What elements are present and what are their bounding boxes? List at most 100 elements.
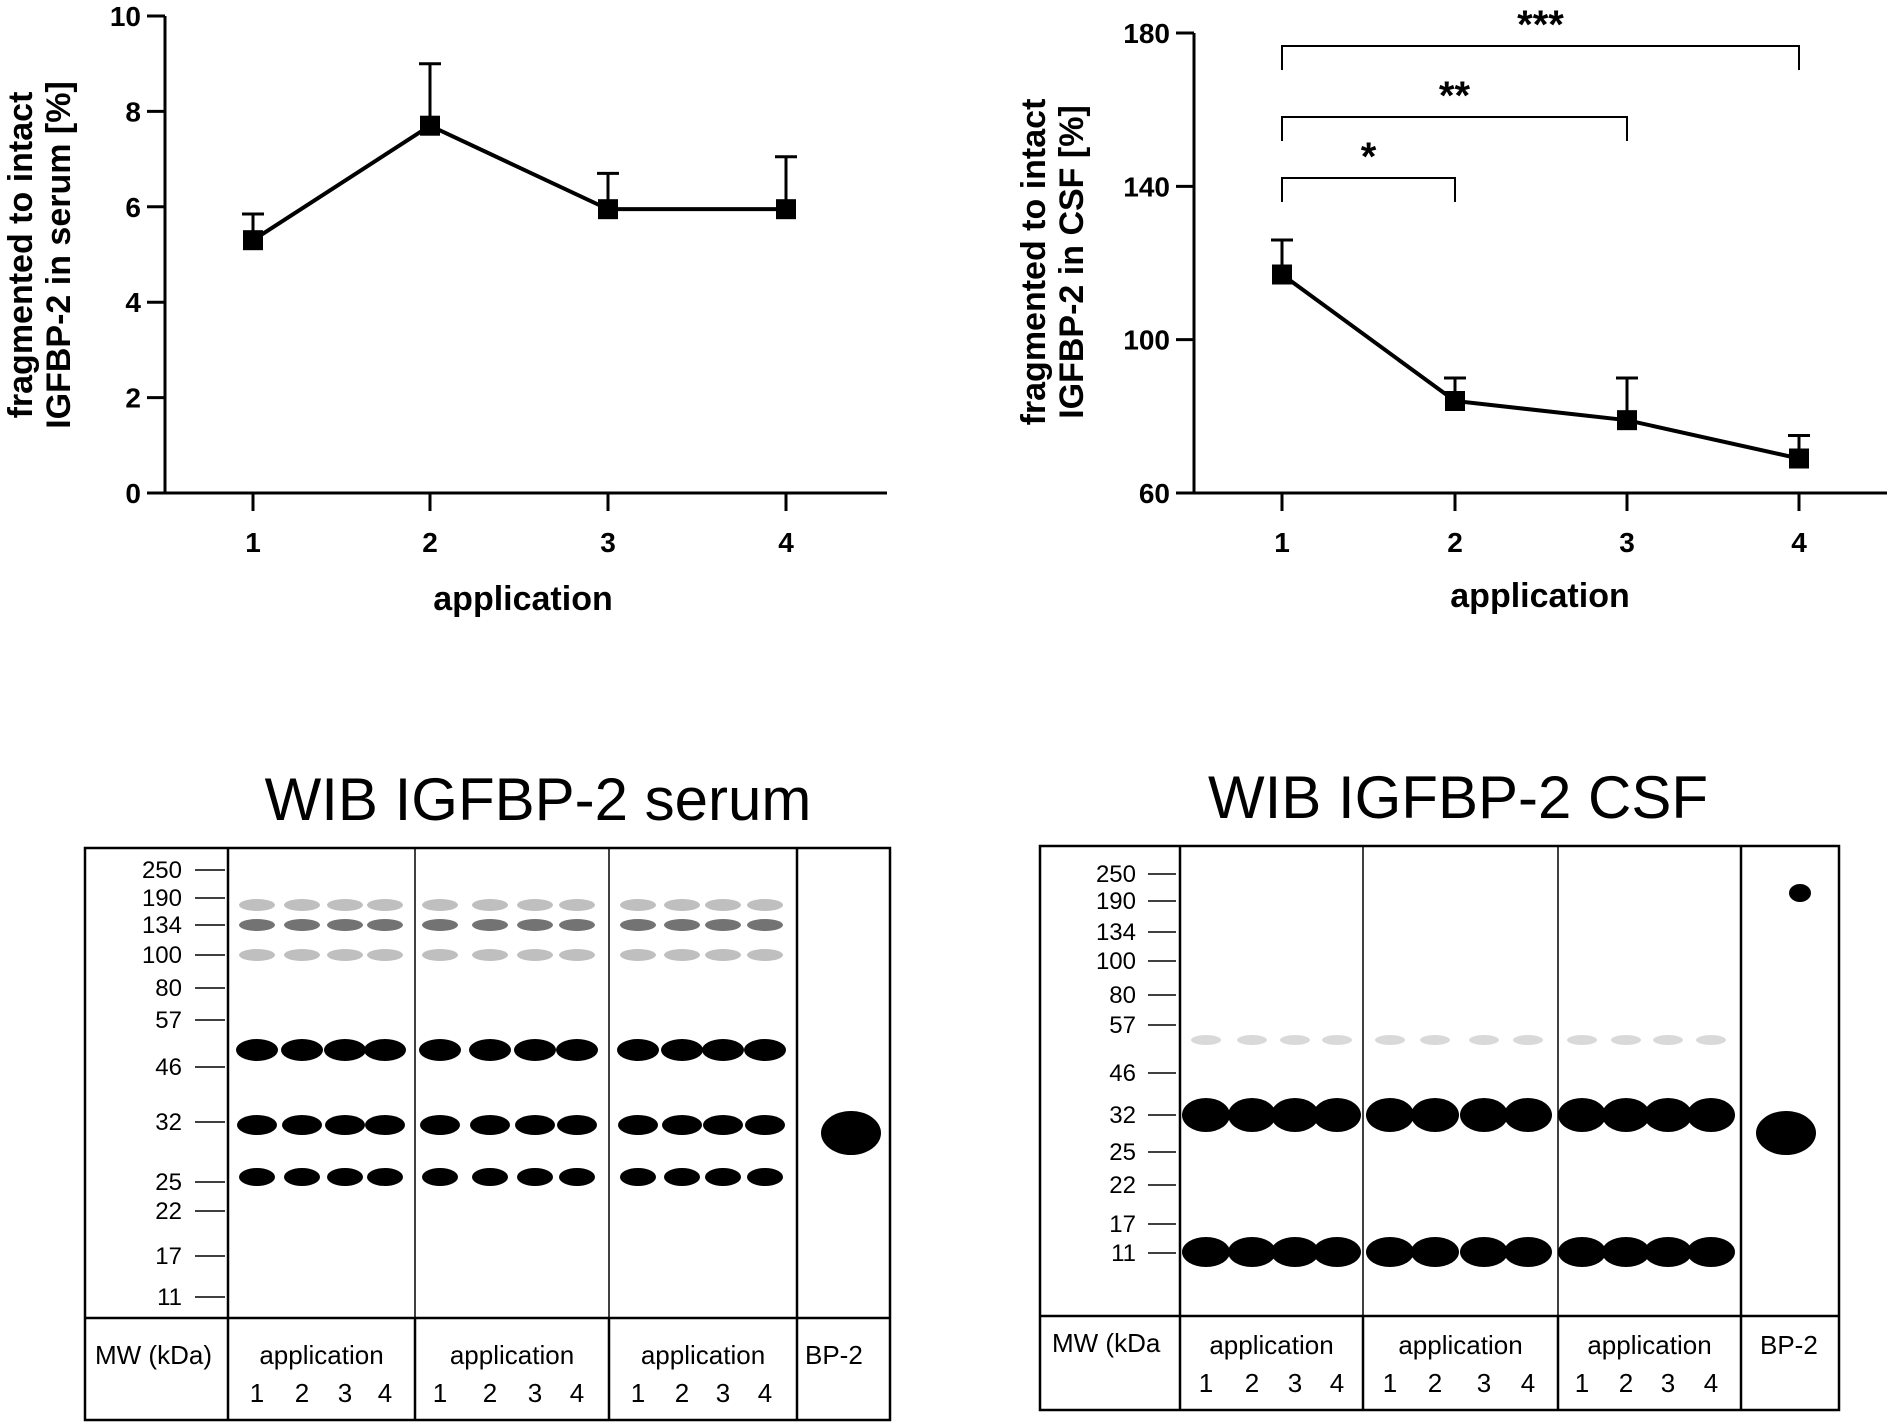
blot1-mw-label: 80 bbox=[155, 975, 182, 1002]
blot-band bbox=[239, 1168, 275, 1186]
blot1-mw-label: 22 bbox=[155, 1198, 182, 1225]
blot-band bbox=[1271, 1237, 1319, 1267]
blot-band-faint bbox=[239, 949, 275, 961]
chart2-x-tick-label: 2 bbox=[1447, 527, 1463, 558]
blot-band bbox=[617, 1039, 659, 1061]
blot1-mw-label: 134 bbox=[142, 912, 182, 939]
chart2-y-tick-label: 100 bbox=[1123, 325, 1170, 356]
chart2-y-tick-label: 180 bbox=[1123, 18, 1170, 49]
blot2-mw-label: 46 bbox=[1109, 1060, 1136, 1087]
blot2-lane-number: 1 bbox=[1199, 1368, 1213, 1398]
blot1-title: WIB IGFBP-2 serum bbox=[265, 766, 812, 833]
significance-bracket bbox=[1281, 116, 1628, 141]
blot-band-faint bbox=[517, 919, 553, 931]
chart2-series-line bbox=[1280, 272, 1800, 461]
blot2-lane-number: 3 bbox=[1661, 1368, 1675, 1398]
blot-band-faint bbox=[284, 919, 320, 931]
blot1-lane-number: 4 bbox=[378, 1378, 392, 1408]
blot2-lane-number: 2 bbox=[1245, 1368, 1259, 1398]
blot-band bbox=[661, 1039, 703, 1061]
csf-western-blot: WIB IGFBP-2 CSF MW (kDa BP-2 25019013410… bbox=[1038, 764, 1841, 1412]
blot-band bbox=[1687, 1237, 1735, 1267]
chart1-x-tick-label: 3 bbox=[600, 527, 616, 558]
blot-band bbox=[1182, 1237, 1230, 1267]
blot-band-faint bbox=[1375, 1035, 1405, 1045]
blot-band-faint bbox=[284, 949, 320, 961]
blot-band-faint bbox=[705, 919, 741, 931]
blot-band-faint bbox=[367, 949, 403, 961]
blot-band bbox=[618, 1115, 658, 1135]
blot-band-faint bbox=[1611, 1035, 1641, 1045]
blot1-lane-number: 4 bbox=[570, 1378, 584, 1408]
blot-band bbox=[1228, 1098, 1276, 1132]
chart1-y-label-line1: fragmented to intact bbox=[2, 92, 40, 419]
blot-band bbox=[419, 1039, 461, 1061]
blot2-control-label: BP-2 bbox=[1760, 1330, 1818, 1360]
blot2-group-label: application bbox=[1398, 1330, 1522, 1360]
blot2-lane-number: 3 bbox=[1288, 1368, 1302, 1398]
chart2-data-point bbox=[1789, 448, 1809, 469]
blot-band bbox=[365, 1115, 405, 1135]
chart1-x-tick-label: 2 bbox=[422, 527, 438, 558]
blot-band bbox=[1460, 1237, 1508, 1267]
serum-ratio-chart: fragmented to intact IGFBP-2 in serum [%… bbox=[2, 1, 887, 618]
blot1-lane-number: 2 bbox=[295, 1378, 309, 1408]
blot2-mw-label: 190 bbox=[1096, 888, 1136, 915]
blot1-mw-label: 46 bbox=[155, 1054, 182, 1081]
blot1-mw-label: 25 bbox=[155, 1169, 182, 1196]
blot1-frame bbox=[83, 846, 892, 1422]
chart2-data-point bbox=[1445, 391, 1465, 411]
blot-band bbox=[620, 1168, 656, 1186]
blot-band-faint bbox=[1420, 1035, 1450, 1045]
blot-band bbox=[237, 1115, 277, 1135]
blot1-lane-number: 3 bbox=[528, 1378, 542, 1408]
blot1-mw-label: 11 bbox=[157, 1284, 182, 1311]
blot1-mw-label: 17 bbox=[155, 1243, 182, 1270]
blot-band bbox=[236, 1039, 278, 1061]
blot-band bbox=[705, 1168, 741, 1186]
chart1-data-point bbox=[776, 199, 796, 220]
blot-band-faint bbox=[620, 949, 656, 961]
chart2-y-label-line1: fragmented to intact bbox=[1015, 99, 1053, 426]
blot-band bbox=[747, 1168, 783, 1186]
significance-bracket bbox=[1281, 45, 1800, 70]
blot-band bbox=[515, 1115, 555, 1135]
blot-band bbox=[744, 1039, 786, 1061]
blot1-group-label: application bbox=[450, 1340, 574, 1370]
chart2-x-tick-label: 3 bbox=[1619, 527, 1635, 558]
chart2-y-tick-label: 60 bbox=[1139, 478, 1170, 509]
blot-band-faint bbox=[664, 899, 700, 911]
blot-band bbox=[1411, 1237, 1459, 1267]
blot1-lane-number: 3 bbox=[338, 1378, 352, 1408]
blot1-mw-label: 57 bbox=[155, 1007, 182, 1034]
blot-band bbox=[556, 1039, 598, 1061]
blot-band-faint bbox=[620, 919, 656, 931]
blot-band bbox=[470, 1115, 510, 1135]
chart1-data-point bbox=[598, 199, 618, 220]
chart1-y-tick-label: 6 bbox=[125, 192, 141, 223]
blot1-mw-label: 32 bbox=[155, 1109, 182, 1136]
blot-band bbox=[1313, 1098, 1361, 1132]
blot-band-faint bbox=[559, 919, 595, 931]
chart1-y-tick-label: 0 bbox=[125, 478, 141, 509]
blot1-mw-label: 190 bbox=[142, 885, 182, 912]
blot1-lane-number: 1 bbox=[250, 1378, 264, 1408]
blot-band-faint bbox=[327, 919, 363, 931]
blot-band-faint bbox=[472, 949, 508, 961]
blot-band-faint bbox=[1696, 1035, 1726, 1045]
blot-band bbox=[1644, 1098, 1692, 1132]
blot-band bbox=[1366, 1237, 1414, 1267]
blot-band-faint bbox=[367, 919, 403, 931]
control-band-faint bbox=[1789, 884, 1811, 902]
blot-band-faint bbox=[422, 919, 458, 931]
blot2-lane-number: 2 bbox=[1428, 1368, 1442, 1398]
blot-band-faint bbox=[1653, 1035, 1683, 1045]
blot-band bbox=[1504, 1098, 1552, 1132]
blot-band bbox=[702, 1039, 744, 1061]
chart1-x-tick-label: 1 bbox=[245, 527, 261, 558]
blot-band-faint bbox=[747, 949, 783, 961]
blot-band-faint bbox=[239, 899, 275, 911]
blot-band-faint bbox=[517, 949, 553, 961]
blot1-mw-label: 250 bbox=[142, 857, 182, 884]
blot-band-faint bbox=[559, 949, 595, 961]
